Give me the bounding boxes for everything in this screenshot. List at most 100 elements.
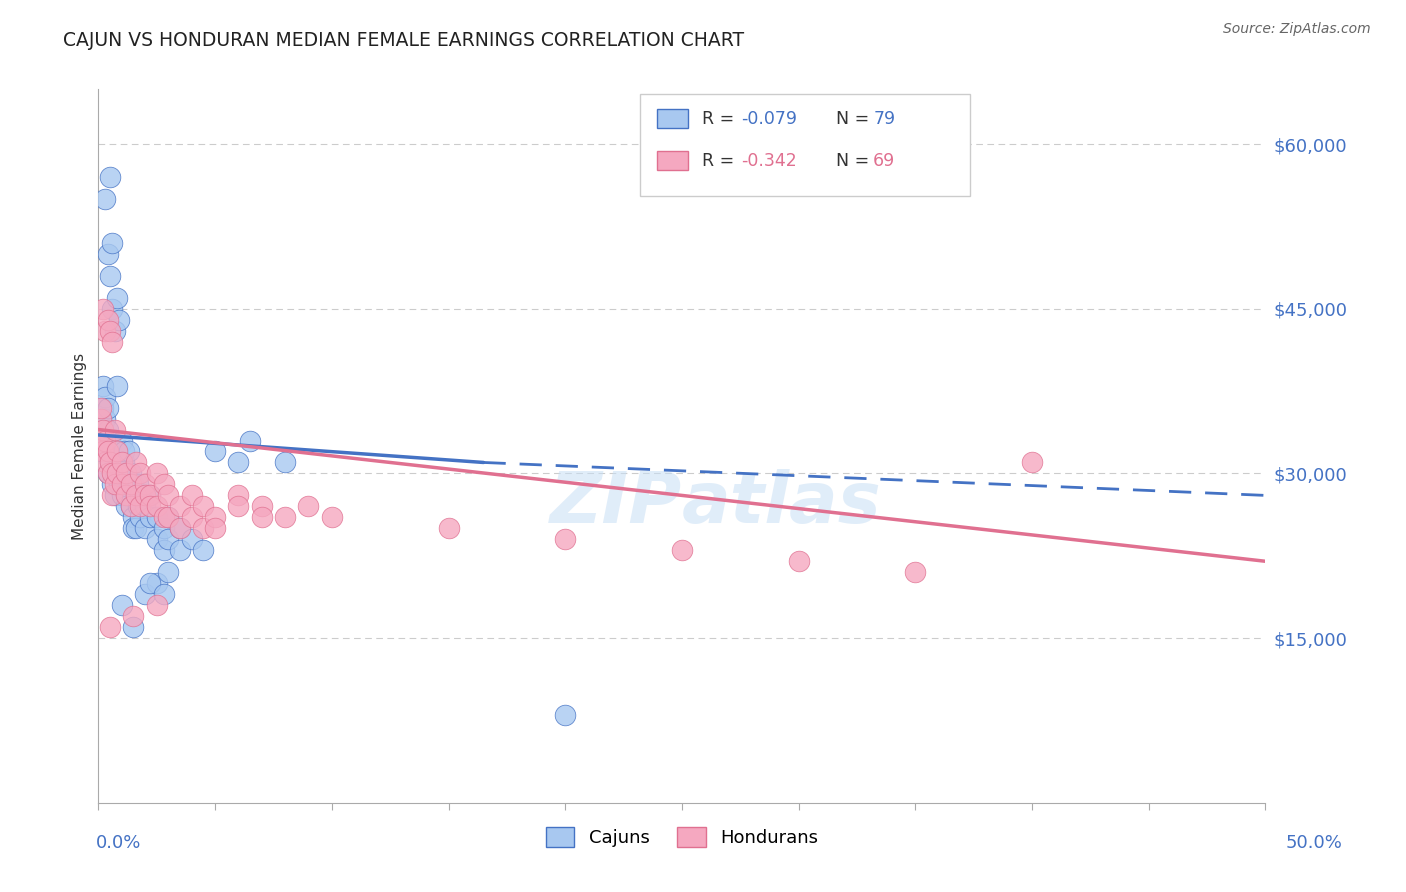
Text: 79: 79 [873, 110, 896, 128]
Point [90, 401, 112, 415]
Point [134, 488, 156, 502]
Point [193, 500, 215, 514]
Point [101, 334, 124, 349]
Point [274, 510, 297, 524]
Point [111, 455, 134, 469]
Point [98, 169, 121, 184]
Point [91, 401, 114, 415]
Point [152, 543, 174, 558]
Point [180, 510, 202, 524]
Point [111, 434, 134, 448]
Point [157, 510, 180, 524]
Point [169, 521, 191, 535]
Point [97, 444, 120, 458]
Text: R =: R = [702, 110, 740, 128]
Point [98, 268, 121, 283]
Point [90, 401, 112, 415]
Point [111, 598, 134, 612]
Point [101, 301, 124, 316]
Point [98, 620, 121, 634]
Point [90, 444, 112, 458]
Point [108, 455, 131, 469]
Point [90, 434, 112, 448]
Point [250, 500, 273, 514]
Point [101, 488, 124, 502]
Point [129, 488, 152, 502]
Point [91, 301, 114, 316]
Point [91, 423, 114, 437]
Point [239, 434, 262, 448]
Point [228, 500, 250, 514]
Point [111, 467, 134, 481]
Point [134, 500, 156, 514]
Point [105, 444, 128, 458]
Point [115, 467, 138, 481]
Point [104, 477, 127, 491]
Point [554, 708, 576, 723]
Point [120, 477, 142, 491]
Point [91, 444, 114, 458]
Legend: Cajuns, Hondurans: Cajuns, Hondurans [538, 820, 825, 855]
Point [115, 488, 138, 502]
Point [787, 554, 810, 568]
Point [105, 378, 128, 392]
Point [204, 510, 226, 524]
Point [193, 521, 215, 535]
Point [169, 500, 191, 514]
Point [125, 488, 148, 502]
Point [98, 324, 121, 338]
Point [139, 500, 162, 514]
Point [146, 598, 169, 612]
Point [101, 477, 124, 491]
Point [94, 390, 117, 404]
Point [122, 620, 145, 634]
Point [104, 324, 127, 338]
Point [228, 488, 250, 502]
Point [554, 533, 576, 547]
Point [97, 312, 120, 326]
Point [152, 521, 174, 535]
Text: N =: N = [825, 110, 875, 128]
Point [94, 411, 117, 425]
Point [134, 587, 156, 601]
Y-axis label: Median Female Earnings: Median Female Earnings [72, 352, 87, 540]
Point [152, 587, 174, 601]
Point [152, 510, 174, 524]
Point [94, 324, 117, 338]
Point [97, 247, 120, 261]
Point [274, 455, 297, 469]
Point [125, 455, 148, 469]
Point [134, 477, 156, 491]
Point [98, 434, 121, 448]
Point [97, 467, 120, 481]
Text: -0.342: -0.342 [741, 152, 797, 169]
Point [115, 500, 138, 514]
Point [94, 444, 117, 458]
Point [90, 434, 112, 448]
Text: N =: N = [825, 152, 875, 169]
Point [122, 521, 145, 535]
Text: 0.0%: 0.0% [96, 834, 141, 852]
Point [139, 510, 162, 524]
Point [1021, 455, 1043, 469]
Text: -0.079: -0.079 [741, 110, 797, 128]
Point [98, 455, 121, 469]
Point [250, 510, 273, 524]
Point [120, 500, 142, 514]
Point [105, 467, 128, 481]
Point [120, 500, 142, 514]
Point [146, 533, 169, 547]
Point [228, 455, 250, 469]
Point [111, 488, 134, 502]
Point [297, 500, 319, 514]
Point [101, 235, 124, 250]
Point [91, 423, 114, 437]
Point [115, 488, 138, 502]
Point [118, 477, 141, 491]
Point [157, 533, 180, 547]
Point [122, 477, 145, 491]
Point [90, 411, 112, 425]
Point [104, 423, 127, 437]
Point [118, 444, 141, 458]
Point [101, 467, 124, 481]
